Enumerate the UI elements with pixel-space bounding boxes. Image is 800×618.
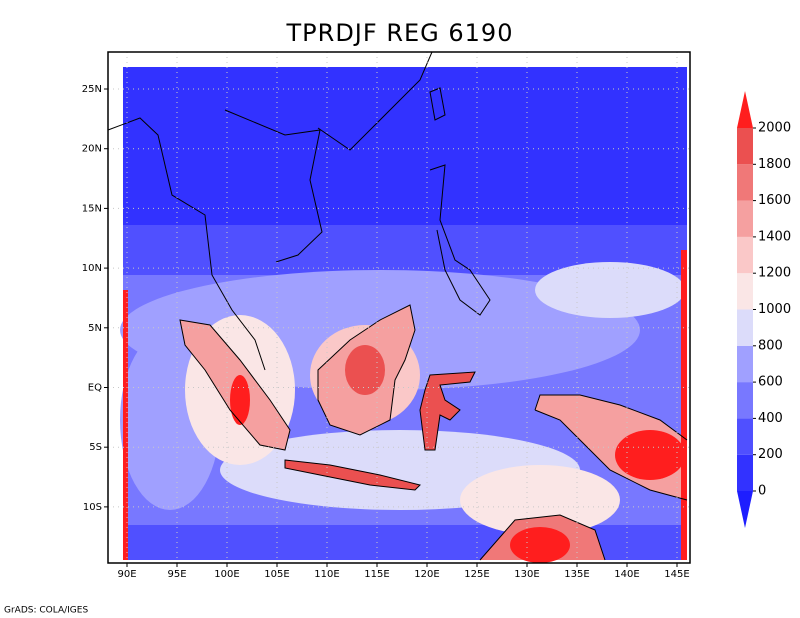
coastline — [107, 117, 266, 371]
x-tick-label: 140E — [614, 569, 639, 580]
x-tick-label: 135E — [564, 569, 589, 580]
field-region — [510, 527, 570, 563]
coastline — [317, 304, 416, 436]
footer: GrADS: COLA/IGES — [4, 606, 88, 616]
field-region — [460, 465, 620, 535]
colorbar-label: 600 — [758, 375, 783, 390]
colorbar-segment — [737, 345, 753, 383]
y-tick-label: 5S — [89, 442, 102, 453]
field-region — [230, 375, 250, 425]
field-region — [615, 430, 685, 480]
colorbar-segment — [737, 454, 753, 491]
colorbar-label: 800 — [758, 338, 783, 353]
colorbar-label: 1600 — [758, 193, 791, 208]
colorbar-label: 0 — [758, 484, 766, 499]
coastline — [284, 459, 421, 491]
axes: 90E 95E 100E 105E 110E 115E 120E 125E 130E 135E 14… — [82, 84, 690, 580]
colorbar-over — [737, 91, 753, 128]
field-region — [123, 290, 128, 560]
coastline — [534, 394, 688, 441]
colorbar-segment — [737, 309, 753, 346]
coastline — [419, 371, 476, 451]
x-tick-label: 115E — [364, 569, 389, 580]
colorbar-segment — [737, 200, 753, 237]
colorbar-label: 200 — [758, 447, 783, 462]
y-tick-label: EQ — [88, 382, 102, 393]
y-tick-label: 10N — [82, 263, 102, 274]
coastline — [179, 319, 291, 451]
x-tick-label: 105E — [264, 569, 289, 580]
colorbar: 0 200 400 600 800 1000 1200 1400 1600 1800 2000 — [737, 91, 791, 528]
y-tick-label: 15N — [82, 203, 102, 214]
plot-frame — [107, 51, 691, 564]
x-tick-label: 100E — [214, 569, 239, 580]
coastline — [534, 409, 688, 501]
colorbar-segment — [737, 128, 753, 165]
x-tick-label: 145E — [664, 569, 689, 580]
field-region — [681, 250, 687, 560]
coastline — [479, 514, 606, 561]
colorbar-segment — [737, 418, 753, 455]
x-tick-label: 125E — [464, 569, 489, 580]
coastline — [224, 109, 323, 263]
coastlines — [107, 51, 688, 561]
field-region — [285, 460, 420, 490]
colorbar-label: 400 — [758, 411, 783, 426]
field-region — [535, 262, 685, 318]
x-tick-label: 90E — [117, 569, 136, 580]
map-title: TPRDJF REG 6190 — [286, 19, 514, 47]
field-region — [345, 345, 385, 395]
colorbar-under — [737, 491, 753, 528]
y-tick-label: 20N — [82, 144, 102, 155]
colorbar-label: 1200 — [758, 266, 791, 281]
y-tick-label: 25N — [82, 84, 102, 95]
colorbar-segment — [737, 164, 753, 201]
colorbar-segment — [737, 382, 753, 419]
y-tick-label: 10S — [83, 502, 102, 513]
colorbar-segment — [737, 236, 753, 274]
field-region — [420, 372, 475, 450]
coastline — [429, 87, 446, 121]
coastline — [429, 164, 491, 316]
colorbar-label: 2000 — [758, 121, 791, 136]
y-tick-label: 5N — [88, 323, 102, 334]
colorbar-label: 1400 — [758, 229, 791, 244]
x-tick-label: 110E — [314, 569, 339, 580]
colorbar-label: 1800 — [758, 157, 791, 172]
x-tick-label: 130E — [514, 569, 539, 580]
grid — [108, 52, 690, 563]
x-tick-label: 95E — [167, 569, 186, 580]
colorbar-label: 1000 — [758, 302, 791, 317]
x-tick-label: 120E — [414, 569, 439, 580]
colorbar-segment — [737, 273, 753, 310]
coastline — [317, 51, 433, 151]
